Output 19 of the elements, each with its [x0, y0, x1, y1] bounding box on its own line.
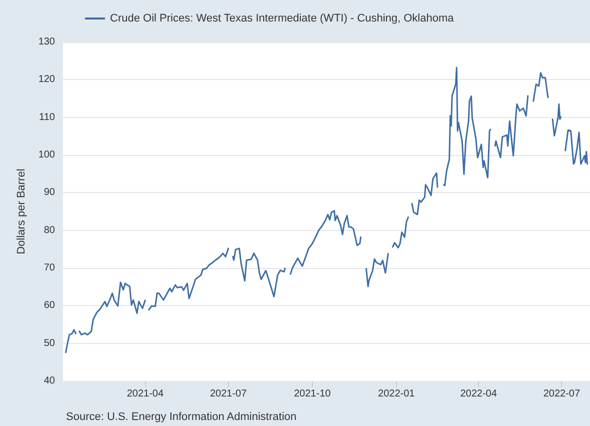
- y-tick-label: 90: [44, 187, 56, 198]
- x-tick-label: 2021-10: [294, 388, 332, 400]
- y-tick-label: 60: [44, 300, 56, 312]
- x-tick-label: 2021-04: [126, 388, 164, 400]
- y-tick-label: 40: [44, 376, 56, 386]
- x-tick-label: 2022-07: [543, 388, 580, 400]
- legend-label: Crude Oil Prices: West Texas Intermediate (WTI) - Cushing, Oklahoma: [110, 12, 455, 24]
- y-tick-label: 80: [44, 224, 56, 236]
- y-tick-label: 70: [44, 262, 56, 274]
- y-tick-label: 100: [38, 150, 56, 160]
- y-tick-label: 130: [38, 36, 56, 48]
- y-tick-label: 120: [38, 74, 56, 86]
- y-tick-label: 50: [44, 338, 56, 349]
- y-axis-title: Dollars per Barrel: [16, 168, 28, 254]
- source-note: Source: U.S. Energy Information Administration: [66, 411, 296, 423]
- x-tick-label: 2022-04: [460, 388, 498, 400]
- y-tick-label: 110: [39, 112, 56, 123]
- x-tick-label: 2021-07: [210, 388, 248, 400]
- x-tick-label: 2022-01: [378, 388, 416, 400]
